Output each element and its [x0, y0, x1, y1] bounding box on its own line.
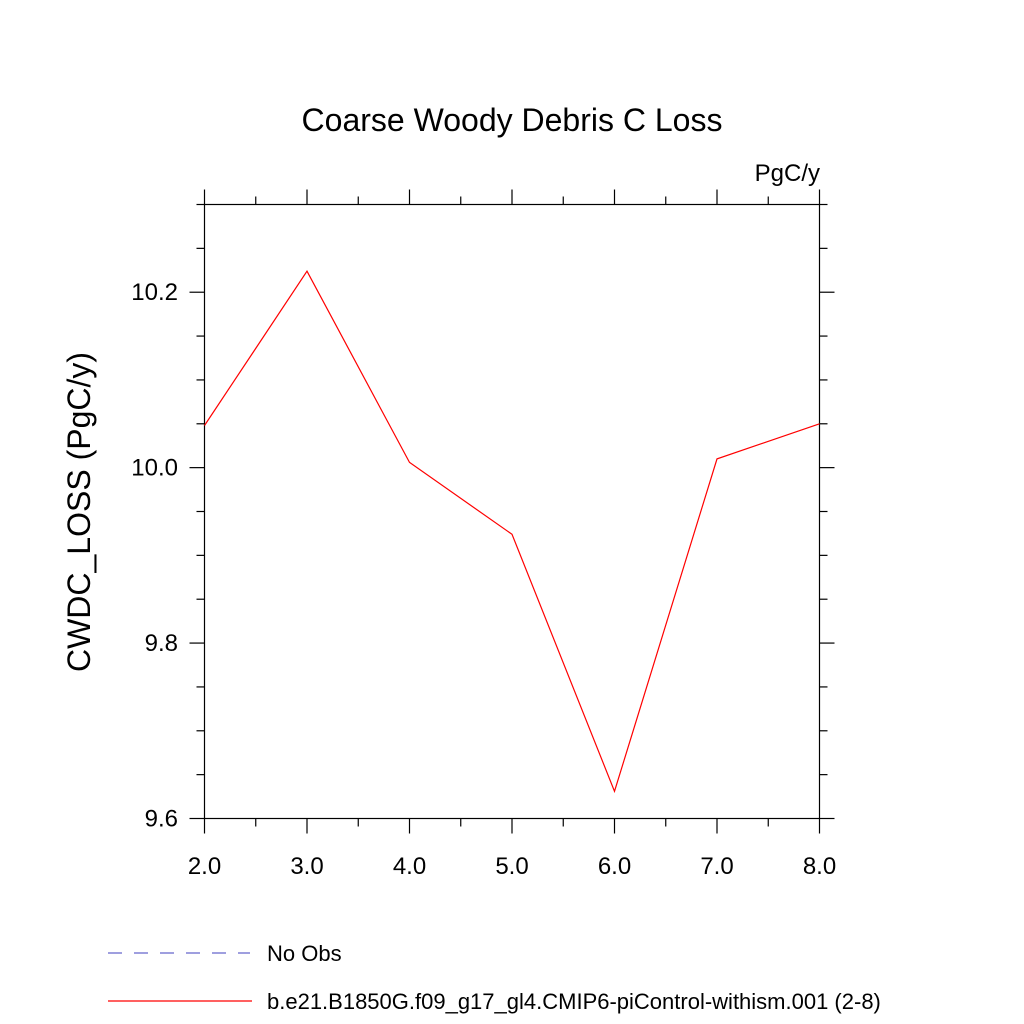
- x-tick-labels: 2.0 3.0 4.0 5.0 6.0 7.0 8.0: [188, 853, 836, 880]
- x-tick-label: 4.0: [393, 853, 426, 880]
- x-tick-label: 7.0: [700, 853, 733, 880]
- y-tick-label: 10.2: [131, 279, 178, 306]
- plot-frame: [203, 203, 821, 820]
- y-tick-label: 10.0: [131, 455, 178, 482]
- legend: No Obs b.e21.B1850G.f09_g17_gl4.CMIP6-pi…: [108, 941, 881, 1014]
- y-axis-label: CWDC_LOSS (PgC/y): [61, 352, 97, 672]
- y-tick-labels: 9.6 9.8 10.0 10.2: [131, 279, 178, 832]
- x-tick-label: 5.0: [495, 853, 528, 880]
- chart-title: Coarse Woody Debris C Loss: [302, 102, 723, 138]
- legend-label-series: b.e21.B1850G.f09_g17_gl4.CMIP6-piControl…: [267, 989, 881, 1014]
- units-label: PgC/y: [755, 160, 820, 187]
- x-tick-label: 3.0: [290, 853, 323, 880]
- x-tick-label: 8.0: [803, 853, 836, 880]
- y-tick-label: 9.6: [145, 806, 178, 833]
- series-line: [204, 270, 820, 794]
- legend-label-no-obs: No Obs: [267, 941, 342, 966]
- x-tick-label: 2.0: [188, 853, 221, 880]
- y-tick-label: 9.8: [145, 630, 178, 657]
- axis-ticks: [189, 189, 835, 834]
- x-tick-label: 6.0: [598, 853, 631, 880]
- data-series: [204, 270, 820, 794]
